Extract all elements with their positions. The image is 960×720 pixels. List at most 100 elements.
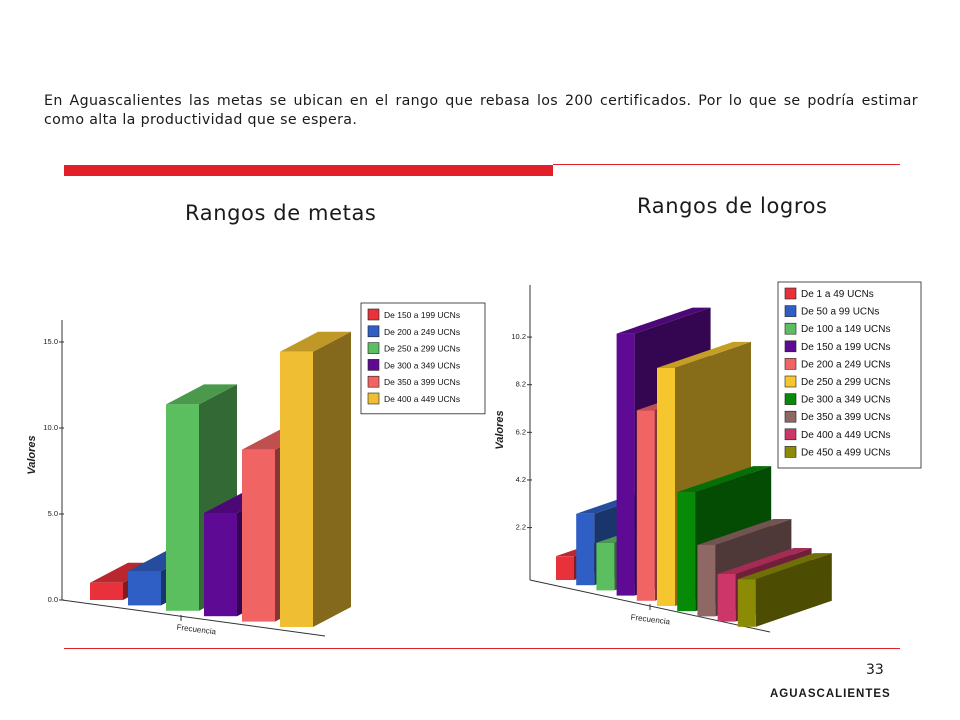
legend-label: De 350 a 399 UCNs bbox=[801, 412, 891, 423]
bar-front-face bbox=[204, 513, 237, 617]
legend-swatch bbox=[367, 325, 380, 338]
legend-label: De 150 a 199 UCNs bbox=[384, 310, 460, 320]
legend-item: De 400 a 449 UCNs bbox=[784, 428, 891, 441]
bar-top-face bbox=[166, 384, 237, 405]
bar-front-face bbox=[596, 542, 615, 591]
legend-item: De 250 a 299 UCNs bbox=[784, 375, 891, 388]
bar-top-face bbox=[280, 331, 351, 352]
y-tick-label: 0.0 bbox=[48, 595, 58, 604]
bar-front-face bbox=[737, 579, 756, 627]
chart-legend: De 1 a 49 UCNs De 50 a 99 UCNs De 100 a 14… bbox=[777, 281, 922, 469]
y-tick-label: 10.2 bbox=[511, 332, 526, 341]
legend-swatch bbox=[784, 393, 797, 405]
legend-box bbox=[777, 281, 922, 469]
bar-front-face bbox=[556, 556, 574, 580]
chart-title-logros: Rangos de logros bbox=[637, 194, 828, 218]
legend-item: De 300 a 349 UCNs bbox=[367, 359, 460, 371]
bar-front-face bbox=[717, 573, 736, 622]
legend-label: De 450 a 499 UCNs bbox=[801, 447, 891, 458]
legend-label: De 1 a 49 UCNs bbox=[801, 289, 874, 300]
legend-item: De 200 a 249 UCNs bbox=[784, 358, 891, 370]
legend-item: De 450 a 499 UCNs bbox=[784, 446, 891, 458]
intro-text: En Aguascalientes las metas se ubican en… bbox=[44, 93, 918, 128]
bar-top-face bbox=[697, 518, 792, 545]
bar-top-face bbox=[677, 466, 772, 493]
legend-swatch bbox=[367, 392, 380, 405]
legend-item: De 150 a 199 UCNs bbox=[367, 308, 460, 321]
legend-label: De 150 a 199 UCNs bbox=[801, 342, 891, 353]
legend-swatch bbox=[784, 340, 797, 353]
legend-item: De 200 a 249 UCNs bbox=[367, 325, 460, 338]
legend-swatch bbox=[784, 287, 797, 300]
bar-front-face bbox=[128, 571, 161, 606]
y-tick-label: 8.2 bbox=[516, 380, 526, 389]
legend-label: De 300 a 349 UCNs bbox=[384, 360, 460, 370]
x-axis-line bbox=[61, 599, 326, 637]
y-tick-label: 5.0 bbox=[48, 509, 58, 518]
legend-swatch bbox=[367, 308, 380, 321]
legend-label: De 200 a 249 UCNs bbox=[801, 359, 891, 370]
legend-swatch bbox=[367, 375, 380, 388]
legend-label: De 250 a 299 UCNs bbox=[384, 344, 460, 354]
bar-front-face bbox=[636, 410, 655, 601]
legend-label: De 400 a 449 UCNs bbox=[801, 430, 891, 441]
legend-box bbox=[360, 302, 486, 415]
y-tick-label: 4.2 bbox=[516, 475, 526, 484]
legend-swatch bbox=[784, 446, 797, 458]
legend-item: De 350 a 399 UCNs bbox=[367, 375, 460, 388]
legend-swatch bbox=[784, 322, 797, 335]
red-divider-line bbox=[553, 164, 900, 165]
y-tick-label: 15.0 bbox=[43, 337, 58, 346]
legend-label: De 200 a 249 UCNs bbox=[384, 327, 460, 337]
legend-label: De 50 a 99 UCNs bbox=[801, 307, 879, 318]
bar-front-face bbox=[90, 582, 123, 600]
legend-item: De 250 a 299 UCNs bbox=[367, 342, 460, 354]
bar-side-face bbox=[313, 331, 351, 627]
legend-swatch bbox=[784, 410, 797, 423]
bar-top-face bbox=[717, 547, 812, 574]
bar-top-face bbox=[737, 553, 832, 580]
y-tick-label: 2.2 bbox=[516, 523, 526, 532]
red-accent-bar bbox=[64, 165, 553, 176]
legend-swatch bbox=[367, 359, 380, 371]
legend-item: De 400 a 449 UCNs bbox=[367, 392, 460, 405]
legend-swatch bbox=[784, 428, 797, 441]
legend-swatch bbox=[367, 342, 380, 354]
legend-item: De 1 a 49 UCNs bbox=[784, 287, 874, 300]
bar-front-face bbox=[616, 333, 635, 596]
legend-swatch bbox=[784, 375, 797, 388]
y-tick-label: 10.0 bbox=[43, 423, 58, 432]
bar-front-face bbox=[677, 492, 696, 612]
bar-top-face bbox=[616, 307, 711, 334]
bar-de-450-a-499-ucns bbox=[737, 553, 832, 627]
bar-front-face bbox=[166, 404, 199, 611]
footer-label: AGUASCALIENTES bbox=[770, 688, 891, 700]
y-axis-label: Valores bbox=[26, 435, 38, 474]
chart-title-metas: Rangos de metas bbox=[185, 201, 377, 225]
page-number: 33 bbox=[866, 662, 884, 678]
legend-swatch bbox=[784, 305, 797, 317]
legend-item: De 50 a 99 UCNs bbox=[784, 305, 879, 318]
legend-label: De 250 a 299 UCNs bbox=[801, 377, 891, 388]
x-axis-label: Frecuencia bbox=[630, 613, 671, 627]
legend-label: De 300 a 349 UCNs bbox=[801, 395, 891, 406]
bar-side-face bbox=[755, 553, 832, 627]
legend-label: De 400 a 449 UCNs bbox=[384, 394, 460, 404]
legend-label: De 350 a 399 UCNs bbox=[384, 377, 460, 387]
legend-item: De 350 a 399 UCNs bbox=[784, 410, 891, 423]
legend-item: De 100 a 149 UCNs bbox=[784, 322, 891, 335]
bar-front-face bbox=[657, 367, 675, 606]
bar-front-face bbox=[697, 544, 716, 617]
bar-front-face bbox=[576, 513, 595, 586]
legend-swatch bbox=[784, 358, 797, 370]
bar-front-face bbox=[242, 449, 275, 622]
footer-divider-line bbox=[64, 648, 900, 649]
chart-legend: De 150 a 199 UCNs De 200 a 249 UCNs De 250… bbox=[360, 302, 486, 415]
legend-item: De 150 a 199 UCNs bbox=[784, 340, 891, 353]
y-tick-label: 6.2 bbox=[516, 427, 526, 436]
bar-front-face bbox=[280, 351, 313, 627]
bar-top-face bbox=[657, 341, 751, 368]
bar-de-400-a-449-ucns bbox=[280, 331, 351, 627]
